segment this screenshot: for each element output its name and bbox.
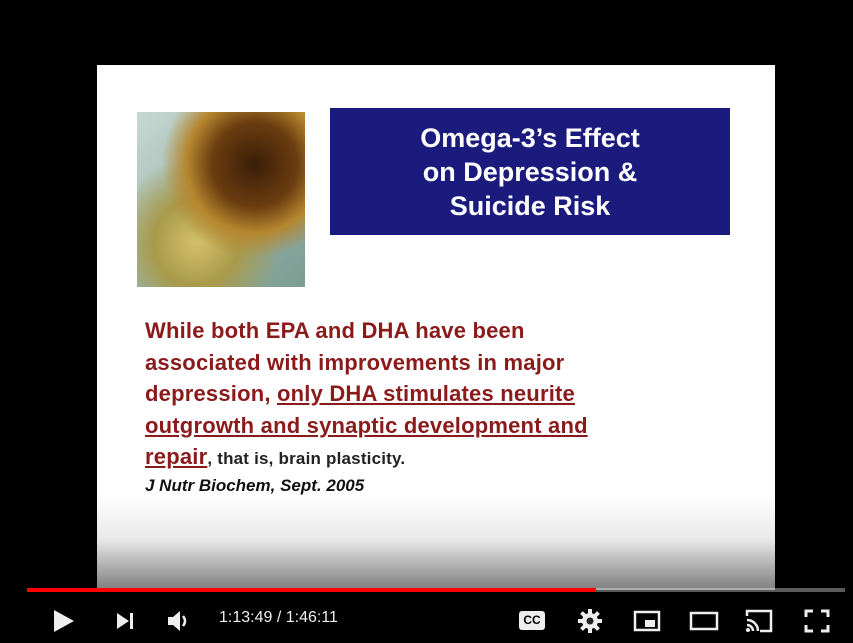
settings-button[interactable] (577, 608, 603, 634)
video-frame[interactable]: Omega-3’s Effect on Depression & Suicide… (97, 65, 775, 590)
body-text: , that is, brain plasticity. (207, 449, 405, 468)
next-button[interactable] (115, 611, 137, 631)
body-underlined: outgrowth and synaptic development and (145, 410, 588, 442)
play-button[interactable] (52, 608, 76, 634)
slide-body: While both EPA and DHA have been associa… (145, 315, 588, 475)
slide-title: Omega-3’s Effect on Depression & Suicide… (330, 108, 730, 235)
time-display: 1:13:49 / 1:46:11 (219, 609, 338, 627)
body-underlined: repair (145, 444, 207, 469)
body-line: While both EPA and DHA have been (145, 315, 588, 347)
slide-photo (137, 112, 305, 287)
progress-played (27, 588, 596, 592)
title-line: on Depression & (330, 155, 730, 189)
body-line: repair, that is, brain plasticity. (145, 441, 588, 475)
citation: J Nutr Biochem, Sept. 2005 (145, 476, 364, 496)
page: Omega-3’s Effect on Depression & Suicide… (0, 0, 853, 643)
fullscreen-button[interactable] (804, 609, 830, 633)
body-text: depression, (145, 381, 271, 406)
title-line: Suicide Risk (330, 189, 730, 223)
body-line: associated with improvements in major (145, 347, 588, 379)
theater-button[interactable] (689, 611, 719, 631)
cast-button[interactable] (744, 608, 774, 634)
captions-button[interactable]: CC (519, 611, 545, 630)
body-underlined: only DHA stimulates neurite (277, 381, 575, 406)
volume-button[interactable] (166, 609, 194, 633)
body-line: depression, only DHA stimulates neurite (145, 378, 588, 410)
miniplayer-button[interactable] (633, 610, 661, 632)
title-line: Omega-3’s Effect (330, 121, 730, 155)
